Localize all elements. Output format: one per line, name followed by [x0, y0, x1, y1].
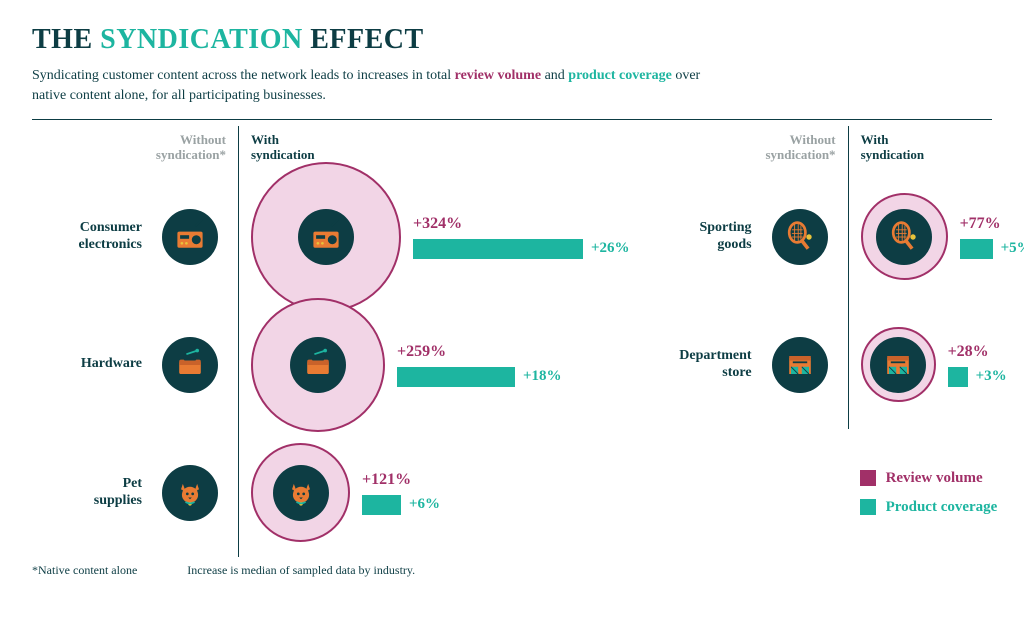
coverage-value: +3% — [976, 368, 1007, 385]
coverage-value: +6% — [409, 496, 440, 513]
volume-value: +324% — [413, 215, 630, 233]
legend-volume: Review volume — [886, 470, 983, 487]
without-cell — [764, 173, 836, 301]
coverage-value: +26% — [591, 240, 630, 257]
store-icon — [870, 337, 926, 393]
cat-icon — [162, 465, 218, 521]
footnote-b: Increase is median of sampled data by in… — [187, 563, 415, 578]
without-cell — [764, 301, 836, 429]
racket-icon — [876, 209, 932, 265]
without-cell — [154, 301, 226, 429]
volume-halo — [861, 193, 948, 280]
cat-icon — [273, 465, 329, 521]
category-label: Sportinggoods — [642, 220, 752, 254]
volume-halo — [251, 443, 350, 542]
page-title: THE SYNDICATION EFFECT — [32, 24, 992, 56]
legend-coverage: Product coverage — [886, 499, 998, 516]
with-cell: +77% +5% — [848, 173, 998, 301]
category-label: Petsupplies — [32, 476, 142, 510]
legend: Review volume Product coverage — [848, 429, 998, 557]
with-cell: +259% +18% — [238, 301, 630, 429]
racket-icon — [772, 209, 828, 265]
volume-value: +28% — [948, 343, 1007, 361]
volume-value: +77% — [960, 215, 1024, 233]
coverage-value: +18% — [523, 368, 562, 385]
footnote-a: *Native content alone — [32, 563, 137, 578]
with-cell: +28% +3% — [848, 301, 998, 429]
col-without: Withoutsyndication* — [154, 126, 226, 173]
coverage-bar — [413, 239, 583, 259]
volume-halo — [861, 327, 936, 402]
store-icon — [772, 337, 828, 393]
without-cell — [154, 429, 226, 557]
col-with: Withsyndication — [848, 126, 998, 173]
coverage-bar — [362, 495, 401, 515]
volume-value: +121% — [362, 471, 440, 489]
coverage-bar — [948, 367, 968, 387]
radio-icon — [298, 209, 354, 265]
coverage-bar — [397, 367, 515, 387]
toolbox-icon — [290, 337, 346, 393]
radio-icon — [162, 209, 218, 265]
subtitle: Syndicating customer content across the … — [32, 66, 732, 107]
col-with: Withsyndication — [238, 126, 630, 173]
with-cell: +121% +6% — [238, 429, 630, 557]
with-cell: +324% +26% — [238, 173, 630, 301]
category-label: Hardware — [32, 356, 142, 373]
volume-halo — [251, 162, 401, 312]
divider — [32, 119, 992, 120]
coverage-bar — [960, 239, 993, 259]
toolbox-icon — [162, 337, 218, 393]
without-cell — [154, 173, 226, 301]
category-label: Departmentstore — [642, 348, 752, 382]
category-label: Consumerelectronics — [32, 220, 142, 254]
volume-value: +259% — [397, 343, 562, 361]
coverage-value: +5% — [1001, 240, 1024, 257]
swatch-volume — [860, 470, 876, 486]
col-without: Withoutsyndication* — [764, 126, 836, 173]
swatch-coverage — [860, 499, 876, 515]
volume-halo — [251, 298, 385, 432]
